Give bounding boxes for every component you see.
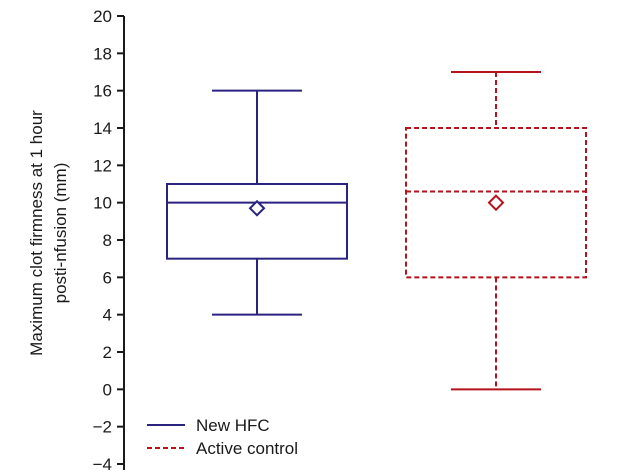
box-new-hfc	[166, 89, 348, 316]
box-active-control	[405, 71, 587, 391]
y-tick-label: 16	[93, 82, 112, 101]
mean-diamond	[487, 194, 505, 212]
y-tick-label: 2	[103, 343, 112, 362]
y-axis-label: Maximum clot firmness at 1 hour posti-nfu…	[27, 110, 70, 356]
y-tick-label: 20	[93, 7, 112, 26]
y-tick-label: 6	[103, 268, 112, 287]
y-tick-label: 18	[93, 44, 112, 63]
y-axis-label-line: Maximum clot firmness at 1 hour	[27, 110, 46, 356]
legend-label: New HFC	[196, 416, 270, 435]
box-series	[166, 71, 587, 391]
iqr-box	[166, 183, 348, 260]
y-tick-label: 4	[103, 306, 112, 325]
y-tick-label: −4	[93, 455, 112, 474]
y-axis-label-line: posti-nfusion (mm)	[51, 163, 70, 304]
y-tick-label: 12	[93, 156, 112, 175]
iqr-box	[405, 127, 587, 279]
legend-label: Active control	[196, 439, 298, 458]
y-tick-label: 10	[93, 194, 112, 213]
legend: New HFC Active control	[147, 416, 298, 458]
y-tick-label: 8	[103, 231, 112, 250]
y-tick-label: −2	[93, 418, 112, 437]
y-tick-label: 0	[103, 380, 112, 399]
mean-diamond	[248, 199, 266, 217]
y-tick-label: 14	[93, 119, 112, 138]
